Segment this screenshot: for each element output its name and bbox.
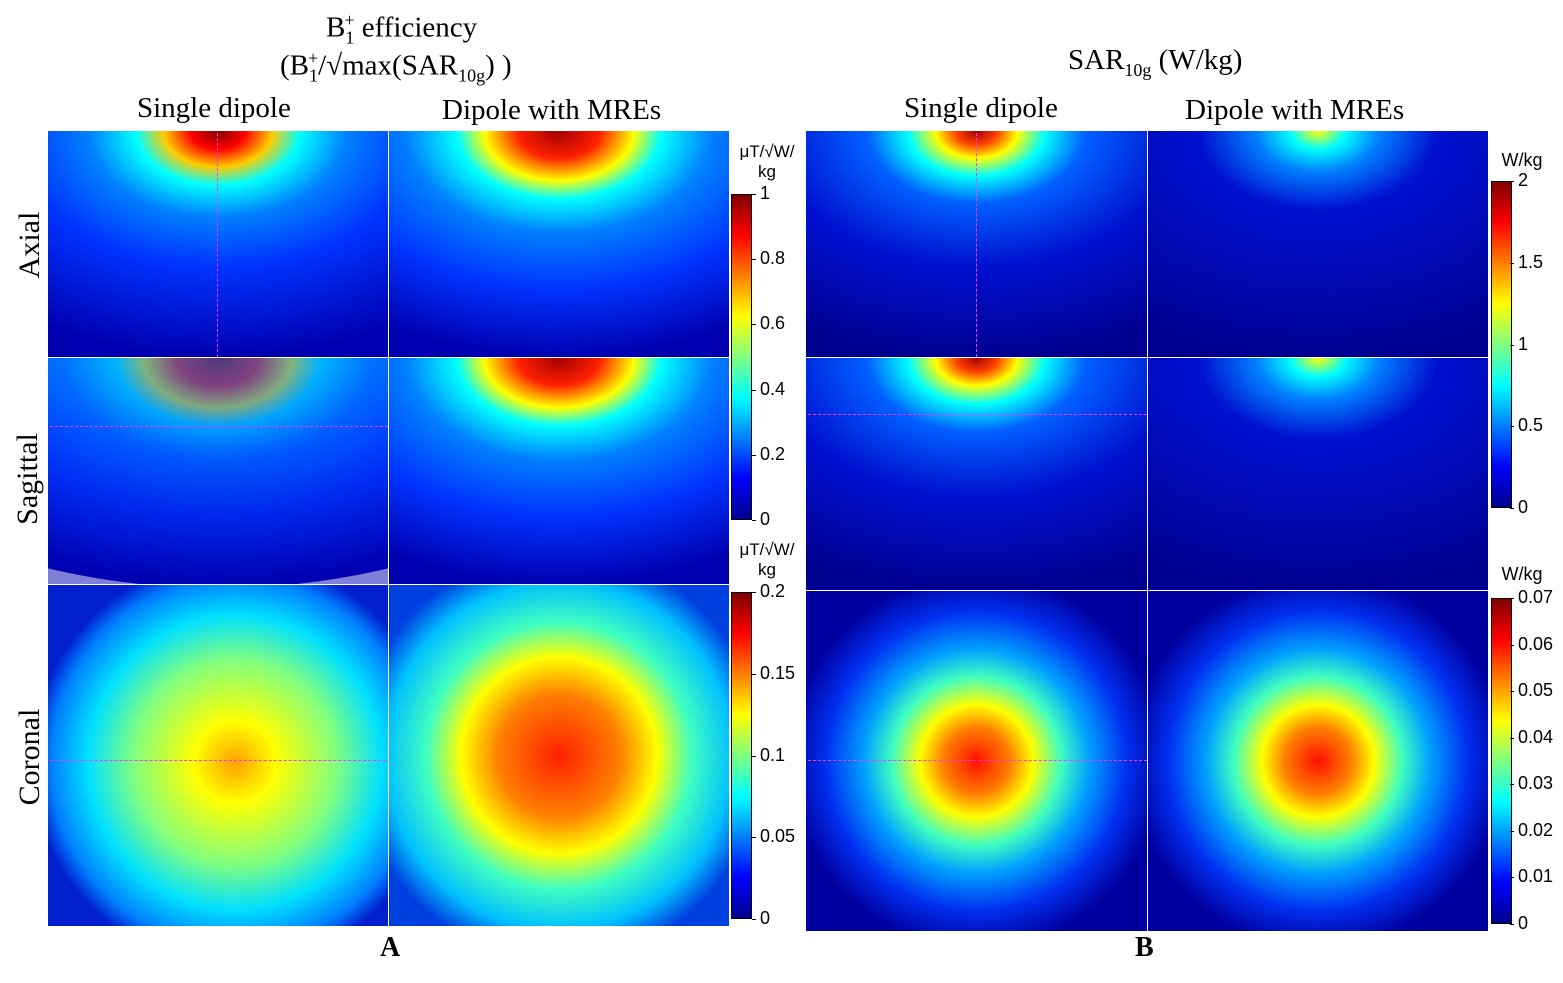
row-label-sagittal: Sagittal [11,433,44,525]
colorbar-tick-label: 0 [1518,913,1529,933]
colorbar-tick-label: 0.8 [760,248,786,269]
colorbar-tick-label: 0.4 [760,378,786,399]
colorbar-tick-label: 0.6 [760,313,786,334]
colorbar-b-bottom-unit: W/kg [1501,564,1543,584]
colorbar-tick-label: 0.1 [760,744,786,765]
colorbar-tick-label: 0.01 [1518,866,1554,887]
colorbar-tick-label: 0.07 [1518,587,1554,607]
colorbar-tick-mark [1510,598,1514,599]
crosshair-a-axial [217,133,218,357]
crosshair-b-sagittal [808,414,1147,415]
colorbar-tick-label: 1 [1518,333,1529,354]
heatmap-a-axial-single [48,131,388,357]
crosshair-b-axial [976,133,977,357]
colorbar-tick-label: 0 [760,509,771,529]
colorbar-tick-mark [752,919,756,920]
panel-a-title-line1: B1+ efficiency [326,10,478,48]
heatmap-b-axial-mres [1148,131,1488,357]
heatmap-a-sagittal-mres [389,358,729,584]
row-label-axial: Axial [13,211,46,279]
colorbar-tick-mark [752,755,756,757]
panel-b-title: SAR10g (W/kg) [1068,44,1243,80]
colorbar-tick-label: 0 [1518,497,1529,517]
colorbar-tick-label: 0.06 [1518,633,1554,654]
crosshair-a-sagittal [50,426,388,427]
heatmap-a-coronal-single [48,585,388,926]
panel-a-col-dipole-mres: Dipole with MREs [442,94,662,126]
panel-a-col-single-dipole: Single dipole [137,92,291,124]
colorbar-tick-label: 0.05 [1518,680,1554,701]
colorbar-tick-mark [752,520,756,521]
heatmap-b-sagittal-single [806,358,1147,590]
colorbar-tick-label: 0 [760,908,771,928]
colorbar-tick-mark [1510,508,1514,509]
colorbar-tick-mark [1510,644,1514,646]
colorbar-tick-mark [752,324,756,326]
colorbar-tick-mark [1510,344,1514,346]
colorbar-a-top-unit: μT/√W/kg [739,142,795,181]
panel-a-title-line2: (B1+/√max(SAR10g) ) [280,48,512,86]
colorbar-tick-label: 0.03 [1518,773,1554,794]
colorbar-tick-mark [752,454,756,456]
panel-a-letter: A [380,932,401,963]
colorbar-tick-mark [1510,784,1514,786]
crosshair-b-coronal [808,760,1147,761]
heatmap-a-sagittal-single [48,358,388,584]
colorbar-tick-label: 0.05 [760,826,796,847]
panel-b-col-single-dipole: Single dipole [904,92,1058,124]
heatmap-a-coronal-mres [389,585,729,926]
colorbar-a-bottom [731,592,752,919]
colorbar-a-bottom-unit: μT/√W/kg [739,540,795,579]
colorbar-tick-mark [1510,426,1514,428]
colorbar-a-top [731,194,752,520]
colorbar-tick-label: 1 [760,183,771,203]
colorbar-tick-mark [752,837,756,839]
colorbar-tick-mark [752,673,756,675]
colorbar-tick-label: 0.04 [1518,726,1554,747]
panel-b-col-dipole-mres: Dipole with MREs [1185,94,1405,126]
heatmap-b-sagittal-mres [1148,358,1488,590]
colorbar-tick-mark [752,592,756,593]
heatmap-b-coronal-single [806,591,1147,931]
panel-b-letter: B [1135,932,1154,963]
colorbar-b-top [1491,181,1512,508]
colorbar-tick-mark [1510,737,1514,739]
colorbar-tick-label: 0.2 [760,581,786,601]
colorbar-b-top-unit: W/kg [1501,150,1543,170]
colorbar-tick-mark [1510,924,1514,925]
heatmap-a-axial-mres [389,131,729,357]
colorbar-b-bottom [1491,598,1512,924]
colorbar-tick-label: 0.2 [760,443,786,464]
colorbar-tick-label: 0.02 [1518,819,1554,840]
colorbar-tick-label: 0.5 [1518,415,1544,436]
colorbar-tick-mark [1510,262,1514,264]
crosshair-a-coronal [50,760,386,761]
colorbar-tick-mark [1510,181,1514,182]
row-label-coronal: Coronal [13,708,46,806]
colorbar-tick-mark [752,259,756,261]
colorbar-tick-label: 2 [1518,170,1529,190]
colorbar-tick-mark [1510,691,1514,693]
colorbar-tick-mark [1510,877,1514,879]
colorbar-tick-mark [1510,830,1514,832]
colorbar-tick-label: 1.5 [1518,251,1544,272]
colorbar-tick-mark [752,194,756,195]
colorbar-tick-mark [752,389,756,391]
heatmap-b-coronal-mres [1148,591,1488,931]
colorbar-tick-label: 0.15 [760,662,796,683]
